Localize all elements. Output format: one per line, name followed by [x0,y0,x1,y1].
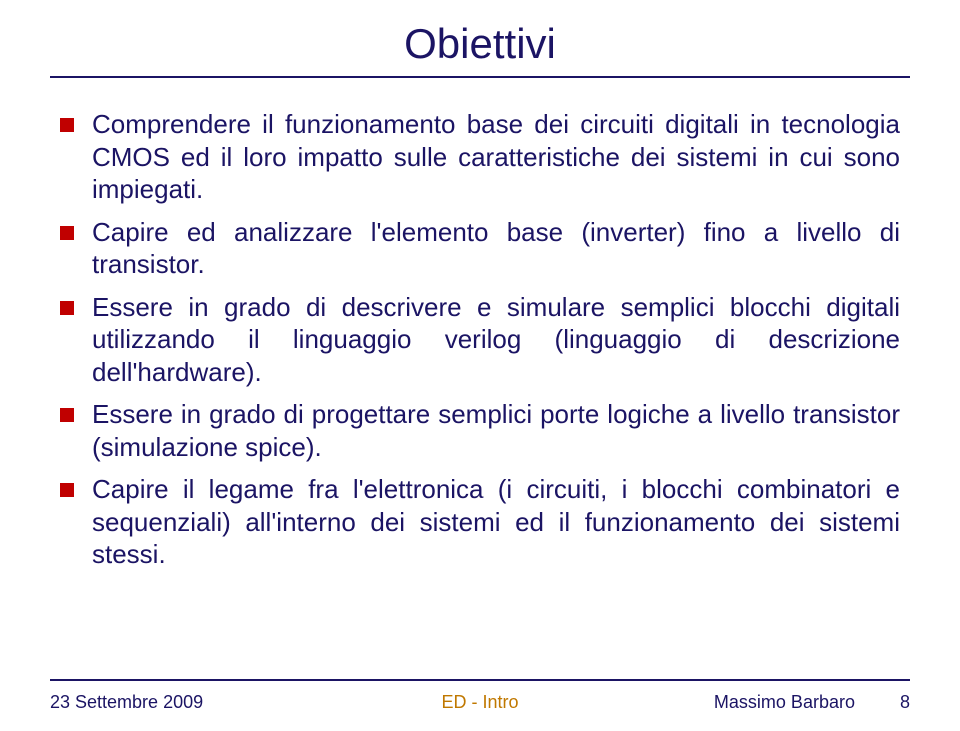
bullet-icon [60,118,74,132]
bullet-icon [60,483,74,497]
list-item: Capire ed analizzare l'elemento base (in… [60,216,900,281]
footer-right: Massimo Barbaro 8 [714,692,910,713]
bullet-icon [60,226,74,240]
footer-date: 23 Settembre 2009 [50,692,203,713]
list-item: Comprendere il funzionamento base dei ci… [60,108,900,206]
bullet-text: Essere in grado di descrivere e simulare… [92,291,900,389]
bullet-text: Capire ed analizzare l'elemento base (in… [92,216,900,281]
bullet-icon [60,408,74,422]
list-item: Capire il legame fra l'elettronica (i ci… [60,473,900,571]
bullet-text: Essere in grado di progettare semplici p… [92,398,900,463]
page-number: 8 [900,692,910,712]
footer: 23 Settembre 2009 ED - Intro Massimo Bar… [50,692,910,713]
title-rule [50,76,910,78]
bullet-text: Capire il legame fra l'elettronica (i ci… [92,473,900,571]
footer-rule [50,679,910,681]
footer-center: ED - Intro [441,692,518,713]
content-area: Comprendere il funzionamento base dei ci… [50,108,910,571]
slide-title: Obiettivi [50,20,910,68]
bullet-icon [60,301,74,315]
bullet-text: Comprendere il funzionamento base dei ci… [92,108,900,206]
list-item: Essere in grado di descrivere e simulare… [60,291,900,389]
list-item: Essere in grado di progettare semplici p… [60,398,900,463]
slide: Obiettivi Comprendere il funzionamento b… [0,0,960,731]
footer-author: Massimo Barbaro [714,692,855,712]
